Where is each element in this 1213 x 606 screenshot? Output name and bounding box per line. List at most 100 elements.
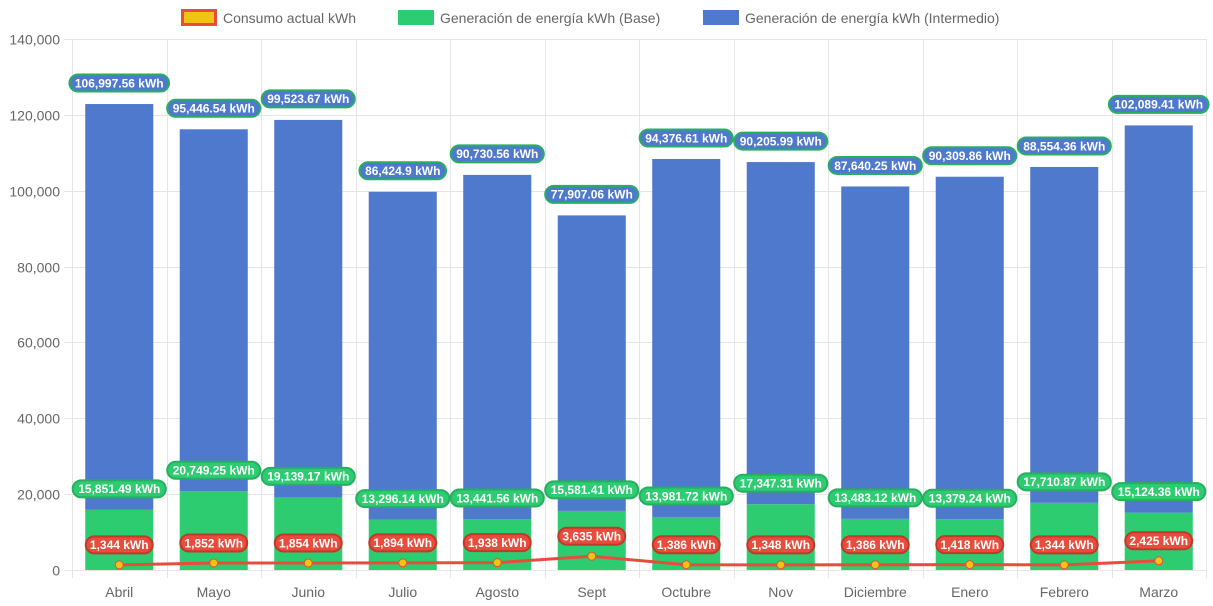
- label-base: 13,483.12 kWh: [827, 488, 923, 508]
- data-labels: 106,997.56 kWh 15,851.49 kWh 1,344 kWh 95,4…: [68, 73, 1210, 555]
- label-intermedio-bg: [166, 98, 262, 118]
- consumo-point[interactable]: [209, 558, 219, 568]
- label-intermedio: 88,554.36 kWh: [1016, 136, 1112, 156]
- label-consumo-bg: [368, 533, 438, 553]
- bar-intermedio[interactable]: [746, 162, 815, 505]
- label-intermedio-bg: [827, 155, 923, 175]
- label-intermedio-text: 90,205.99 kWh: [740, 134, 822, 148]
- label-consumo-bg: [179, 533, 249, 553]
- label-base: 13,379.24 kWh: [922, 488, 1018, 508]
- y-tick-label: 40,000: [17, 411, 60, 427]
- consumo-point[interactable]: [965, 560, 975, 570]
- label-base: 19,139.17 kWh: [260, 466, 356, 486]
- bar-intermedio[interactable]: [274, 119, 343, 498]
- bar-intermedio[interactable]: [557, 215, 626, 511]
- legend-label-0[interactable]: Consumo actual kWh: [223, 10, 356, 26]
- label-consumo: 1,938 kWh: [462, 533, 532, 553]
- x-tick-label: Enero: [951, 584, 989, 600]
- label-consumo-text: 1,344 kWh: [1035, 538, 1094, 552]
- label-intermedio-bg: [544, 184, 640, 204]
- bar-intermedio[interactable]: [179, 129, 248, 492]
- label-base-text: 13,981.72 kWh: [645, 489, 727, 503]
- label-base-bg: [449, 488, 545, 508]
- label-base-bg: [1016, 472, 1112, 492]
- label-intermedio-text: 87,640.25 kWh: [834, 159, 916, 173]
- legend-swatch-2[interactable]: [703, 10, 739, 25]
- consumo-line: [114, 551, 1164, 570]
- label-consumo-text: 1,894 kWh: [373, 536, 432, 550]
- label-base: 13,296.14 kWh: [355, 489, 451, 509]
- bar-intermedio[interactable]: [463, 174, 532, 520]
- label-consumo: 1,386 kWh: [651, 535, 721, 555]
- label-consumo-text: 1,852 kWh: [184, 536, 243, 550]
- label-consumo-text: 1,386 kWh: [657, 538, 716, 552]
- label-intermedio-text: 95,446.54 kWh: [173, 102, 255, 116]
- consumo-point[interactable]: [114, 560, 124, 570]
- label-consumo-text: 1,938 kWh: [468, 536, 527, 550]
- consumo-point[interactable]: [492, 558, 502, 568]
- label-consumo: 1,348 kWh: [746, 535, 816, 555]
- label-intermedio-text: 99,523.67 kWh: [267, 92, 349, 106]
- label-intermedio-text: 106,997.56 kWh: [75, 76, 164, 90]
- label-intermedio: 99,523.67 kWh: [260, 89, 356, 109]
- x-tick-label: Agosto: [475, 584, 519, 600]
- label-consumo: 1,344 kWh: [1029, 535, 1099, 555]
- label-consumo-text: 1,348 kWh: [751, 538, 810, 552]
- legend-swatch-0[interactable]: [181, 9, 217, 26]
- label-intermedio-text: 88,554.36 kWh: [1023, 139, 1105, 153]
- legend-swatch-1[interactable]: [398, 10, 434, 25]
- label-intermedio: 90,730.56 kWh: [449, 144, 545, 164]
- bar-intermedio[interactable]: [1124, 125, 1193, 513]
- label-consumo: 1,894 kWh: [368, 533, 438, 553]
- consumo-point[interactable]: [870, 560, 880, 570]
- label-intermedio-bg: [1016, 136, 1112, 156]
- label-consumo-bg: [462, 533, 532, 553]
- label-consumo-bg: [1029, 535, 1099, 555]
- y-tick-label: 0: [52, 563, 60, 579]
- label-intermedio: 87,640.25 kWh: [827, 155, 923, 175]
- label-base-text: 13,296.14 kWh: [362, 492, 444, 506]
- consumo-point[interactable]: [303, 558, 313, 568]
- label-intermedio: 77,907.06 kWh: [544, 184, 640, 204]
- x-tick-label: Sept: [577, 584, 606, 600]
- label-intermedio: 95,446.54 kWh: [166, 98, 262, 118]
- bar-intermedio[interactable]: [652, 159, 721, 517]
- bar-intermedio[interactable]: [841, 186, 910, 519]
- y-tick-label: 120,000: [9, 108, 60, 124]
- consumo-point[interactable]: [398, 558, 408, 568]
- bar-intermedio[interactable]: [1030, 166, 1099, 503]
- label-intermedio-text: 90,730.56 kWh: [456, 147, 538, 161]
- label-base: 15,124.36 kWh: [1111, 482, 1207, 502]
- label-base: 13,981.72 kWh: [638, 486, 734, 506]
- consumo-point[interactable]: [681, 560, 691, 570]
- label-consumo-text: 1,344 kWh: [90, 538, 149, 552]
- label-consumo: 1,344 kWh: [84, 535, 154, 555]
- label-intermedio: 102,089.41 kWh: [1107, 94, 1210, 114]
- legend-label-2[interactable]: Generación de energía kWh (Intermedio): [745, 10, 999, 26]
- consumo-point[interactable]: [1059, 560, 1069, 570]
- label-intermedio: 106,997.56 kWh: [68, 73, 171, 93]
- label-intermedio-bg: [260, 89, 356, 109]
- label-consumo: 1,852 kWh: [179, 533, 249, 553]
- label-consumo-text: 1,854 kWh: [279, 536, 338, 550]
- bar-intermedio[interactable]: [368, 191, 437, 520]
- x-tick-label: Marzo: [1139, 584, 1178, 600]
- bar-intermedio[interactable]: [85, 104, 154, 510]
- bar-base[interactable]: [179, 491, 248, 570]
- label-intermedio-text: 102,089.41 kWh: [1114, 98, 1203, 112]
- bar-intermedio[interactable]: [935, 176, 1004, 520]
- consumo-point[interactable]: [776, 560, 786, 570]
- label-base-bg: [827, 488, 923, 508]
- x-axis: Abril Mayo Junio Julio Agosto Sept Octubre Nov D…: [105, 584, 1178, 600]
- consumo-point[interactable]: [587, 551, 597, 561]
- consumo-line-path: [119, 554, 1159, 567]
- consumo-point[interactable]: [1154, 556, 1164, 566]
- x-tick-label: Octubre: [661, 584, 711, 600]
- label-intermedio-bg: [68, 73, 171, 93]
- label-intermedio-text: 90,309.86 kWh: [929, 149, 1011, 163]
- y-tick-label: 100,000: [9, 184, 60, 200]
- label-base-text: 15,581.41 kWh: [551, 483, 633, 497]
- legend-label-1[interactable]: Generación de energía kWh (Base): [440, 10, 660, 26]
- label-consumo-bg: [935, 535, 1005, 555]
